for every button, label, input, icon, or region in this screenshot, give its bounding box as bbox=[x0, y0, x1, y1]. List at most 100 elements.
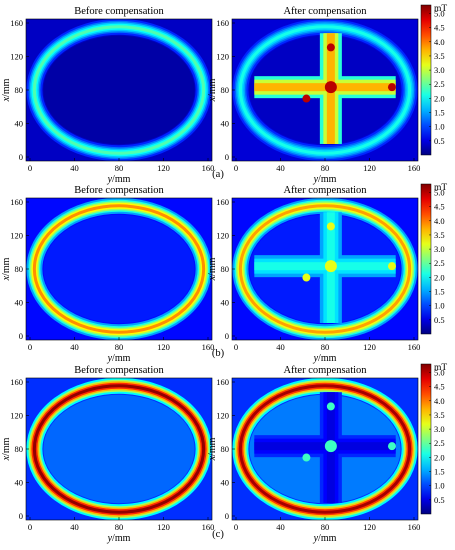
y-tick-label: 160 bbox=[10, 377, 23, 387]
x-axis-label: y/mm bbox=[313, 353, 337, 364]
x-tick-label: 80 bbox=[115, 163, 124, 173]
y-tick-label: 120 bbox=[216, 231, 229, 241]
y-tick-label: 80 bbox=[15, 264, 24, 274]
ring-contour bbox=[238, 384, 412, 514]
x-tick-label: 120 bbox=[363, 342, 376, 352]
colorbar-tick-label: 1.0 bbox=[434, 481, 445, 491]
panel-title: Before compensation bbox=[74, 365, 164, 376]
ring-contour bbox=[32, 384, 206, 514]
y-axis-label: x/mm bbox=[1, 78, 12, 102]
x-tick-label: 0 bbox=[234, 522, 238, 532]
colorbar-gradient bbox=[420, 363, 432, 515]
colorbar: mT5.0 4.5 4.0 3.5 3.0 2.5 2.0 1.5 1.0 0.5 bbox=[420, 183, 447, 335]
x-tick-label: 160 bbox=[202, 342, 215, 352]
cross-hotspot bbox=[324, 440, 337, 453]
compensation-cross bbox=[254, 212, 396, 323]
y-tick-label: 160 bbox=[216, 377, 229, 387]
y-tick-label: 80 bbox=[15, 444, 24, 454]
y-tick-label: 120 bbox=[10, 231, 23, 241]
colorbar-tick-label: 1.5 bbox=[434, 108, 445, 118]
y-tick-label: 0 bbox=[19, 331, 23, 341]
colorbar-tick-label: 0.5 bbox=[434, 136, 445, 146]
colorbar-tick-label: 1.0 bbox=[434, 301, 445, 311]
x-tick-label: 0 bbox=[28, 342, 32, 352]
y-axis-label: x/mm bbox=[207, 437, 218, 461]
colorbar-tick-label: 3.5 bbox=[434, 51, 445, 61]
cross-hotspot bbox=[302, 453, 311, 462]
x-tick-label: 40 bbox=[276, 522, 285, 532]
x-tick-label: 80 bbox=[321, 342, 330, 352]
ring-contour bbox=[32, 25, 206, 155]
y-tick-label: 120 bbox=[10, 411, 23, 421]
y-tick-label: 120 bbox=[216, 52, 229, 62]
field-ring bbox=[26, 378, 212, 520]
colorbar-tick-label: 2.0 bbox=[434, 452, 445, 462]
cross-hotspot bbox=[302, 94, 311, 103]
x-tick-label: 120 bbox=[363, 522, 376, 532]
x-tick-label: 40 bbox=[276, 163, 285, 173]
field-interior bbox=[43, 35, 195, 145]
x-axis-label: y/mm bbox=[107, 353, 131, 364]
colorbar-tick-label: 3.5 bbox=[434, 410, 445, 420]
x-tick-label: 160 bbox=[408, 522, 421, 532]
y-tick-label: 80 bbox=[221, 444, 230, 454]
cross-hotspot bbox=[326, 222, 335, 231]
colorbar-gradient bbox=[420, 183, 432, 335]
cross-hotspot bbox=[387, 83, 396, 92]
row-captions: (a) (b) (c) bbox=[212, 169, 225, 540]
heatmap-field bbox=[26, 378, 212, 520]
x-tick-label: 0 bbox=[234, 163, 238, 173]
y-tick-label: 0 bbox=[19, 152, 23, 162]
colorbar-unit: mT bbox=[434, 363, 447, 373]
y-tick-label: 120 bbox=[10, 52, 23, 62]
colorbar-tick-label: 2.0 bbox=[434, 272, 445, 282]
colorbar-tick-label: 3.0 bbox=[434, 424, 445, 434]
colorbar-tick-label: 3.5 bbox=[434, 230, 445, 240]
x-tick-label: 40 bbox=[70, 522, 79, 532]
panel-title: After compensation bbox=[283, 365, 367, 376]
colorbars: mT5.04.54.03.53.02.52.01.51.00.5mT5.04.5… bbox=[420, 4, 447, 515]
colorbar-tick-label: 0.5 bbox=[434, 315, 445, 325]
colorbar-tick-label: 5.0 bbox=[434, 187, 445, 197]
colorbar-unit: mT bbox=[434, 183, 447, 193]
field-ring bbox=[26, 198, 212, 340]
colorbar: mT5.0 4.5 4.0 3.5 3.0 2.5 2.0 1.5 1.0 0.5 bbox=[420, 4, 447, 156]
y-tick-label: 40 bbox=[221, 478, 230, 488]
y-axis-label: x/mm bbox=[207, 257, 218, 281]
cross-hotspot bbox=[387, 262, 396, 271]
ring-contour bbox=[238, 25, 412, 155]
x-tick-label: 80 bbox=[115, 342, 124, 352]
heatmap-panels: Before compensation 0 40 80 120 160 0 40 80 120 16… bbox=[1, 6, 420, 544]
x-axis-label: y/mm bbox=[107, 533, 131, 544]
panel-title: Before compensation bbox=[74, 185, 164, 196]
y-tick-label: 0 bbox=[225, 331, 229, 341]
y-tick-label: 160 bbox=[10, 18, 23, 28]
y-tick-label: 160 bbox=[10, 197, 23, 207]
cross-hotspot bbox=[302, 273, 311, 282]
x-tick-label: 120 bbox=[363, 163, 376, 173]
colorbar-gradient bbox=[420, 4, 432, 156]
x-tick-label: 0 bbox=[28, 163, 32, 173]
y-tick-label: 0 bbox=[225, 152, 229, 162]
y-tick-label: 40 bbox=[15, 298, 24, 308]
colorbar-tick-label: 2.5 bbox=[434, 438, 445, 448]
heatmap-field bbox=[232, 19, 418, 161]
row-caption: (a) bbox=[212, 169, 224, 180]
colorbar-tick-label: 3.0 bbox=[434, 65, 445, 75]
x-tick-label: 80 bbox=[115, 522, 124, 532]
colorbar-tick-label: 4.0 bbox=[434, 37, 445, 47]
y-tick-label: 40 bbox=[15, 478, 24, 488]
x-tick-label: 40 bbox=[276, 342, 285, 352]
cross-hotspot bbox=[324, 81, 337, 94]
cross-hotspot bbox=[324, 260, 337, 273]
x-axis-label: y/mm bbox=[313, 533, 337, 544]
x-tick-label: 120 bbox=[157, 522, 170, 532]
heatmap-field bbox=[26, 198, 212, 340]
y-tick-label: 80 bbox=[221, 85, 230, 95]
heatmap-field bbox=[26, 19, 212, 161]
compensation-cross bbox=[254, 33, 396, 144]
y-tick-label: 160 bbox=[216, 197, 229, 207]
y-axis-label: x/mm bbox=[207, 78, 218, 102]
heatmap-field bbox=[232, 378, 418, 520]
